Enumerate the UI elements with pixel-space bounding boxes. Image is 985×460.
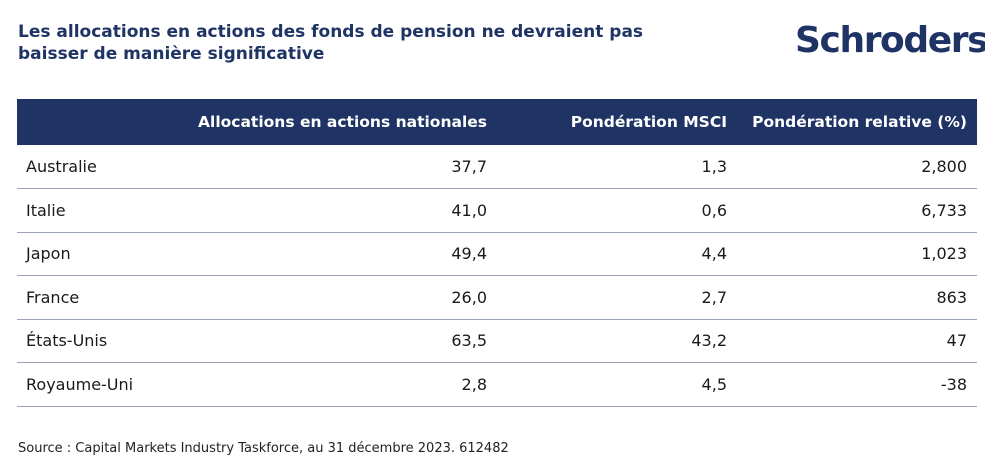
- relative-cell: 6,733: [921, 200, 967, 220]
- table-row: Japon 49,4 4,4 1,023: [17, 232, 977, 276]
- header-domestic-allocation: Allocations en actions nationales: [198, 113, 487, 131]
- header-country: [17, 99, 165, 145]
- msci-cell: 4,4: [701, 244, 727, 264]
- allocation-cell: 63,5: [451, 331, 487, 351]
- source-note: Source : Capital Markets Industry Taskfo…: [18, 441, 509, 456]
- allocation-cell: 2,8: [461, 374, 487, 394]
- schroders-logo: Schroders: [795, 20, 985, 61]
- relative-cell: 2,800: [921, 157, 967, 176]
- allocation-cell: 26,0: [451, 287, 487, 307]
- table-row: Australie 37,7 1,3 2,800: [17, 145, 977, 189]
- header-relative-weight: Pondération relative (%): [752, 113, 967, 131]
- msci-cell: 4,5: [701, 374, 727, 394]
- allocation-cell: 41,0: [451, 200, 487, 220]
- country-cell: France: [26, 287, 80, 307]
- msci-cell: 43,2: [691, 331, 727, 351]
- table-row: Royaume-Uni 2,8 4,5 -38: [17, 363, 977, 406]
- table-body: Australie 37,7 1,3 2,800 Italie 41,0 0,6…: [17, 145, 977, 406]
- header-msci-weight: Pondération MSCI: [570, 113, 727, 131]
- table-row: Italie 41,0 0,6 6,733: [17, 189, 977, 232]
- table-row: France 26,0 2,7 863: [17, 276, 977, 319]
- relative-cell: 863: [936, 287, 967, 307]
- table-header: Allocations en actions nationales Pondér…: [17, 99, 977, 145]
- msci-cell: 2,7: [701, 287, 727, 307]
- data-table: Allocations en actions nationales Pondér…: [17, 99, 977, 407]
- msci-cell: 0,6: [701, 200, 727, 220]
- country-cell: Japon: [26, 244, 71, 264]
- allocation-cell: 49,4: [451, 244, 487, 264]
- country-cell: Royaume-Uni: [26, 374, 134, 394]
- table-row: États-Unis 63,5 43,2 47: [17, 319, 977, 363]
- page-title: Les allocations en actions des fonds de …: [18, 22, 644, 64]
- relative-cell: -38: [940, 374, 967, 394]
- country-cell: Italie: [26, 200, 66, 220]
- header-row: Allocations en actions nationales Pondér…: [17, 99, 977, 145]
- relative-cell: 47: [946, 331, 967, 351]
- country-cell: États-Unis: [26, 331, 108, 351]
- allocation-cell: 37,7: [451, 157, 487, 176]
- msci-cell: 1,3: [701, 157, 727, 176]
- country-cell: Australie: [26, 157, 97, 176]
- relative-cell: 1,023: [921, 244, 967, 264]
